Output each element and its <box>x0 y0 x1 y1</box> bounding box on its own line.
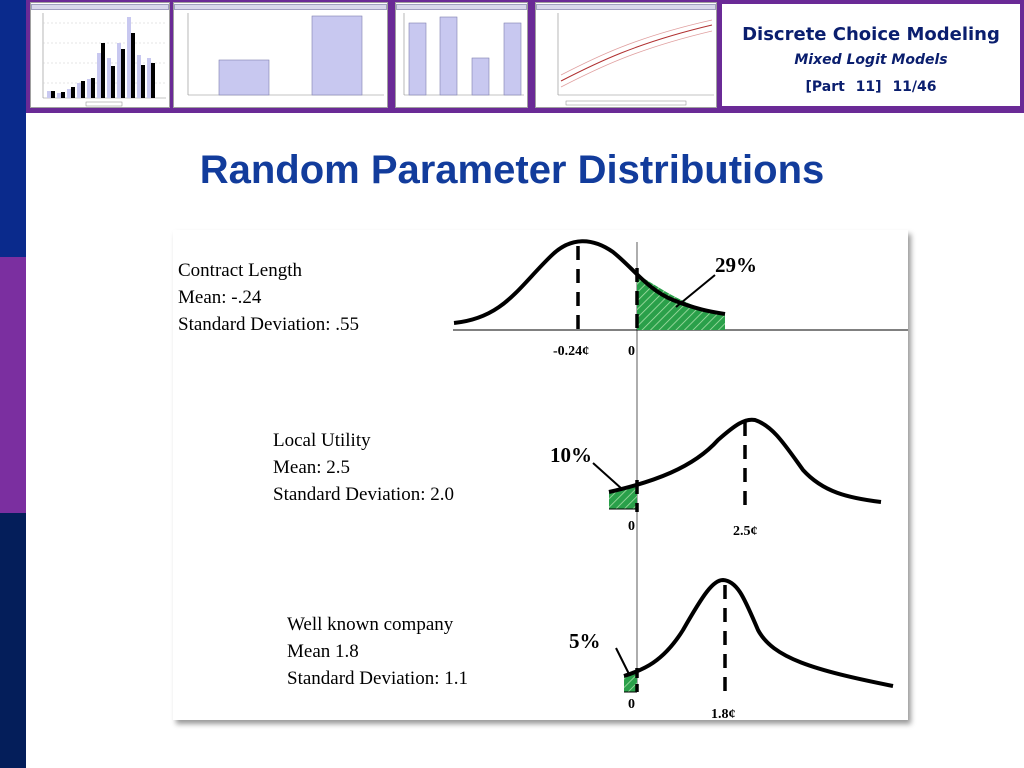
distribution-diagram: Contract Length Mean: -.24 Standard Devi… <box>178 239 908 720</box>
percent-pointer <box>615 647 630 675</box>
distribution-figure: Contract Length Mean: -.24 Standard Devi… <box>173 230 908 720</box>
tail-percent: 5% <box>569 629 601 653</box>
sidebar-block-blue <box>0 0 26 257</box>
zero-tick-label: 0 <box>628 519 635 534</box>
thumbnail-title-bar <box>396 4 527 10</box>
panel-local-utility: Local Utility Mean: 2.5 Standard Deviati… <box>273 417 882 539</box>
histogram-thumbnail-graphic <box>42 13 166 107</box>
left-sidebar <box>0 0 26 768</box>
tail-percent: 29% <box>715 253 757 277</box>
thumbnail-histogram <box>30 2 170 108</box>
panel-well-known-company: Well known company Mean 1.8 Standard Dev… <box>287 577 894 720</box>
panel-heading: Local Utility <box>273 430 371 451</box>
four-bar-thumbnail-graphic <box>403 13 524 96</box>
panel-mean: Mean: 2.5 <box>273 457 350 478</box>
density-curve <box>608 417 882 504</box>
course-title: Discrete Choice Modeling <box>742 24 1000 45</box>
mean-tick-label: 2.5¢ <box>733 524 758 539</box>
mean-tick-label: -0.24¢ <box>553 344 589 359</box>
density-curve <box>453 239 726 325</box>
bar-chart-thumbnail-graphic <box>187 13 384 96</box>
slide-counter: [Part 11] 11/46 <box>722 79 1020 95</box>
panel-heading: Well known company <box>287 614 454 635</box>
thumbnail-title-bar <box>174 4 387 10</box>
panel-std-dev: Standard Deviation: 1.1 <box>287 668 468 689</box>
density-curve <box>623 577 894 688</box>
slide-title: Random Parameter Distributions <box>199 148 825 192</box>
zero-tick-label: 0 <box>628 344 635 359</box>
percent-pointer <box>592 462 623 490</box>
sidebar-block-purple <box>0 257 26 513</box>
line-plot-thumbnail-graphic <box>557 13 714 106</box>
thumbnail-bar-chart <box>173 2 388 108</box>
percent-pointer <box>675 274 716 308</box>
thumbnail-four-bar-chart <box>395 2 528 108</box>
mean-tick-label: 1.8¢ <box>711 707 736 720</box>
tail-percent: 10% <box>550 443 592 467</box>
shaded-tail-region <box>609 487 637 509</box>
course-title-box: Discrete Choice Modeling Mixed Logit Mod… <box>720 2 1022 108</box>
panel-contract-length: Contract Length Mean: -.24 Standard Devi… <box>178 239 908 359</box>
thumbnail-line-plot <box>535 2 717 108</box>
panel-mean: Mean 1.8 <box>287 641 359 662</box>
panel-mean: Mean: -.24 <box>178 287 262 308</box>
part-label: [Part 11] <box>805 79 882 95</box>
page-label: 11/46 <box>892 79 937 95</box>
thumbnail-title-bar <box>31 4 169 10</box>
sidebar-block-navy <box>0 513 26 768</box>
zero-tick-label: 0 <box>628 697 635 712</box>
panel-std-dev: Standard Deviation: .55 <box>178 314 359 335</box>
course-subtitle: Mixed Logit Models <box>794 52 948 68</box>
panel-std-dev: Standard Deviation: 2.0 <box>273 484 454 505</box>
thumbnail-title-bar <box>536 4 716 10</box>
panel-heading: Contract Length <box>178 260 302 281</box>
